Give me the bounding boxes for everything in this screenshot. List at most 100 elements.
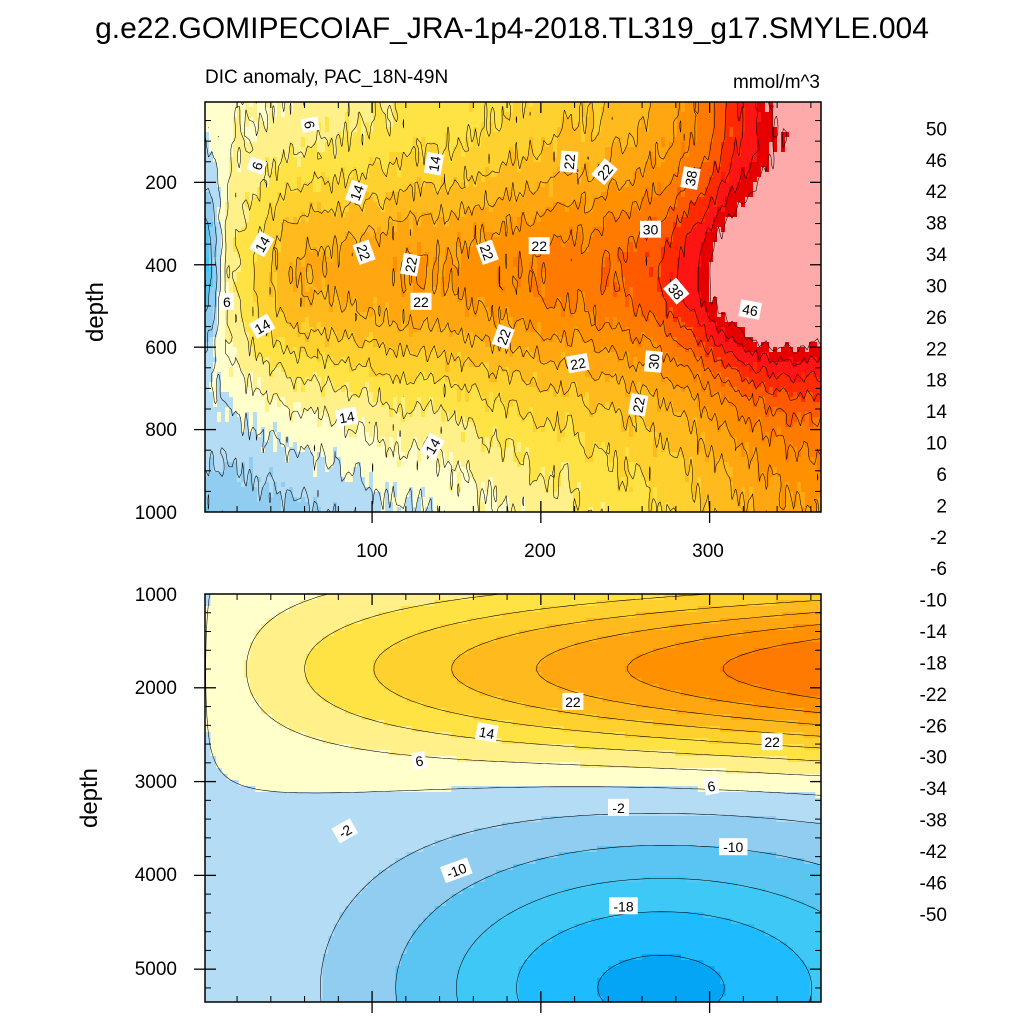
- field-cell: [789, 192, 794, 198]
- field-cell: [785, 112, 790, 118]
- field-cell: [573, 252, 578, 258]
- field-cell: [221, 232, 226, 238]
- field-cell: [457, 247, 462, 253]
- field-cell: [605, 142, 610, 148]
- field-cell: [321, 207, 326, 213]
- field-cell: [565, 132, 570, 138]
- field-cell: [697, 222, 702, 228]
- field-cell: [661, 122, 666, 128]
- field-cell: [661, 157, 666, 163]
- field-cell: [377, 207, 382, 213]
- field-cell: [717, 237, 722, 243]
- field-cell: [629, 147, 634, 153]
- field-cell: [817, 142, 821, 148]
- field-cell: [577, 137, 582, 143]
- field-cell: [313, 192, 318, 198]
- field-cell: [553, 107, 558, 113]
- field-cell: [321, 137, 326, 143]
- field-cell: [205, 152, 210, 158]
- field-cell: [597, 222, 602, 228]
- field-cell: [693, 217, 698, 223]
- field-cell: [385, 212, 390, 218]
- field-cell: [713, 202, 718, 208]
- field-cell: [473, 162, 478, 168]
- field-cell: [733, 232, 738, 238]
- field-cell: [345, 242, 350, 248]
- field-cell: [653, 197, 658, 203]
- field-cell: [245, 197, 250, 203]
- field-cell: [545, 202, 550, 208]
- field-cell: [521, 152, 526, 158]
- field-cell: [557, 122, 562, 128]
- field-cell: [709, 187, 714, 193]
- field-cell: [805, 227, 810, 233]
- field-cell: [389, 227, 394, 233]
- field-cell: [757, 142, 762, 148]
- field-cell: [817, 207, 821, 213]
- field-cell: [381, 202, 386, 208]
- field-cell: [761, 122, 766, 128]
- field-cell: [805, 177, 810, 183]
- field-cell: [817, 137, 821, 143]
- field-cell: [285, 222, 290, 228]
- field-cell: [733, 207, 738, 213]
- field-cell: [297, 122, 302, 128]
- field-cell: [741, 247, 746, 253]
- field-cell: [605, 257, 610, 263]
- field-cell: [549, 152, 554, 158]
- field-cell: [673, 207, 678, 213]
- field-cell: [573, 112, 578, 118]
- field-cell: [609, 227, 614, 233]
- field-cell: [345, 212, 350, 218]
- field-cell: [425, 127, 430, 133]
- field-cell: [773, 112, 778, 118]
- field-cell: [697, 217, 702, 223]
- field-cell: [441, 162, 446, 168]
- field-cell: [389, 182, 394, 188]
- field-cell: [485, 197, 490, 203]
- field-cell: [657, 137, 662, 143]
- field-cell: [253, 222, 258, 228]
- field-cell: [221, 112, 226, 118]
- field-cell: [681, 117, 686, 123]
- field-cell: [629, 232, 634, 238]
- field-cell: [609, 217, 614, 223]
- field-cell: [625, 232, 630, 238]
- field-cell: [629, 172, 634, 178]
- field-cell: [789, 152, 794, 158]
- field-cell: [521, 187, 526, 193]
- field-cell: [549, 147, 554, 153]
- field-cell: [665, 207, 670, 213]
- field-cell: [477, 187, 482, 193]
- field-cell: [269, 202, 274, 208]
- field-cell: [665, 247, 670, 253]
- field-cell: [705, 172, 710, 178]
- field-cell: [617, 252, 622, 258]
- field-cell: [605, 152, 610, 158]
- field-cell: [305, 132, 310, 138]
- field-cell: [385, 242, 390, 248]
- field-cell: [457, 147, 462, 153]
- field-cell: [593, 177, 598, 183]
- field-cell: [517, 217, 522, 223]
- field-cell: [761, 202, 766, 208]
- field-cell: [377, 197, 382, 203]
- field-cell: [765, 207, 770, 213]
- field-cell: [285, 122, 290, 128]
- field-cell: [517, 227, 522, 233]
- field-cell: [229, 237, 234, 243]
- field-cell: [393, 252, 398, 258]
- field-cell: [701, 102, 706, 108]
- field-cell: [497, 222, 502, 228]
- field-cell: [729, 252, 734, 258]
- field-cell: [301, 232, 306, 238]
- field-cell: [425, 227, 430, 233]
- field-cell: [753, 142, 758, 148]
- field-cell: [281, 192, 286, 198]
- field-cell: [585, 112, 590, 118]
- field-cell: [409, 202, 414, 208]
- field-cell: [525, 227, 530, 233]
- field-cell: [541, 252, 546, 258]
- field-cell: [793, 217, 798, 223]
- field-cell: [485, 142, 490, 148]
